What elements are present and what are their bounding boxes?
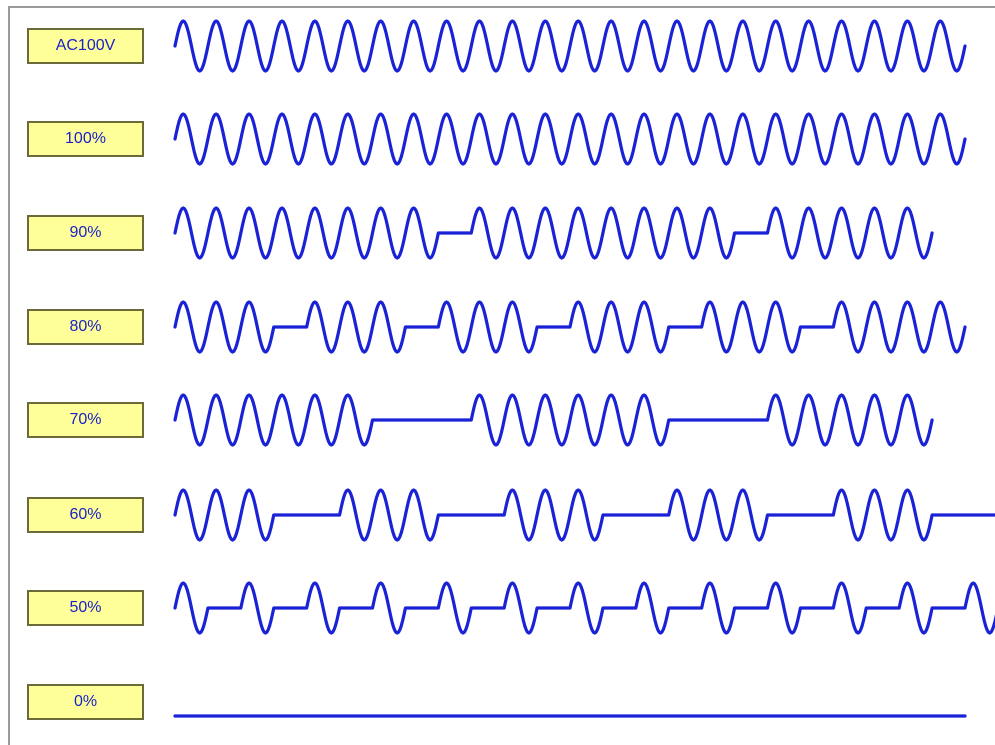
waveform-trace [173,112,967,166]
waveform-path [173,300,967,354]
diagram-frame [8,6,995,745]
waveform-row: 80% [0,297,995,357]
waveform-row: 0% [0,672,995,732]
waveform-trace [173,714,967,718]
percent-label: 70% [27,402,144,438]
waveform-trace [173,300,967,354]
percent-label: 0% [27,684,144,720]
percent-label: 100% [27,121,144,157]
percent-label: 50% [27,590,144,626]
waveform-path [173,112,967,166]
percent-label: 90% [27,215,144,251]
waveform-path [173,393,934,447]
percent-label: 60% [27,497,144,533]
waveform-path [173,488,995,542]
waveform-row: 90% [0,203,995,263]
waveform-trace [173,206,934,260]
waveform-path [173,206,934,260]
waveform-trace [173,488,995,542]
waveform-trace [173,19,967,73]
waveform-row: 70% [0,390,995,450]
percent-label: 80% [27,309,144,345]
waveform-row: AC100V [0,16,995,76]
waveform-path [173,581,995,635]
waveform-path [173,19,967,73]
waveform-row: 100% [0,109,995,169]
percent-label: AC100V [27,28,144,64]
waveform-trace [173,581,995,635]
waveform-trace [173,393,934,447]
waveform-row: 60% [0,485,995,545]
waveform-row: 50% [0,578,995,638]
